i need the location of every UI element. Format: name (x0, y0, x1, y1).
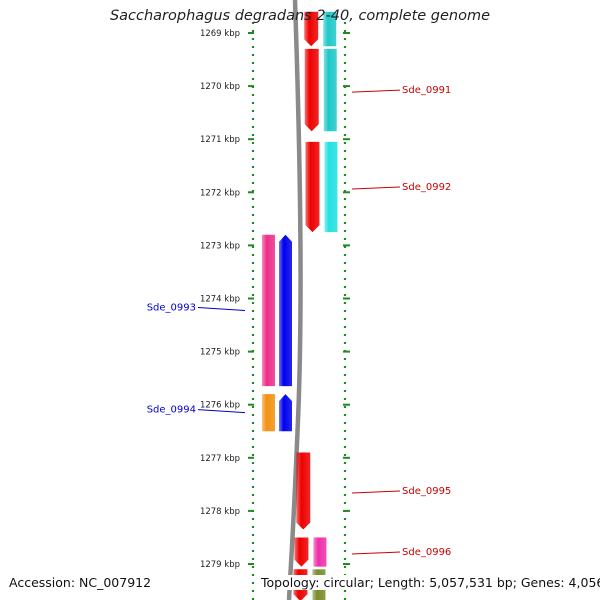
genome-summary-text: Topology: circular; Length: 5,057,531 bp… (261, 575, 600, 590)
page-title: Saccharophagus degradans 2-40, complete … (109, 8, 491, 24)
gene-sde_0993-cog-bar (262, 234, 275, 387)
gene-sde_0993-leader (197, 306, 246, 311)
kbp-tick-label: 1274 kbp (200, 295, 240, 305)
gene-sde_0992-cog-bar (324, 141, 338, 233)
gene-sde_0996-cog-bar (313, 537, 327, 567)
kbp-tick-label: 1272 kbp (200, 188, 240, 198)
gene-sde_0993-label: Sde_0993 (147, 302, 196, 313)
gene-sde_0994-label: Sde_0994 (147, 405, 196, 416)
accession-text: Accession: NC_007912 (9, 575, 152, 590)
gene-sde_0996-leader (351, 551, 401, 555)
kbp-tick-label: 1273 kbp (200, 241, 240, 251)
gene-sde_0991-arrow (304, 48, 319, 132)
gene-sde_0996-arrow (294, 537, 309, 567)
kbp-tick-label: 1279 kbp (200, 560, 240, 570)
gene-sde_0995-arrow (296, 452, 311, 530)
kbp-tick-label: 1269 kbp (200, 29, 240, 39)
gene-sde_0991-cog-bar (323, 48, 337, 132)
gene-sde_0996-label: Sde_0996 (402, 547, 451, 558)
gene-sde_0994-arrow (279, 394, 292, 432)
kbp-tick-label: 1275 kbp (200, 348, 240, 358)
kbp-tick-label: 1277 kbp (200, 454, 240, 464)
gene-sde_0994-leader (197, 409, 246, 414)
kbp-tick-label: 1271 kbp (200, 135, 240, 145)
gene-partial-arrow (304, 11, 319, 47)
gene-sde_0992-arrow (305, 141, 320, 233)
gene-sde_0993-arrow (279, 234, 292, 387)
kbp-tick-label: 1270 kbp (200, 82, 240, 92)
gene-sde_0994-cog-bar (262, 394, 275, 432)
gene-sde_0992-label: Sde_0992 (402, 182, 451, 193)
gene-sde_0991-label: Sde_0991 (402, 85, 451, 96)
kbp-tick-label: 1276 kbp (200, 401, 240, 411)
kbp-tick-label: 1278 kbp (200, 507, 240, 517)
gene-sde_0992-leader (351, 186, 401, 190)
gene-partial-cog-bar (323, 11, 337, 47)
gene-sde_0991-leader (351, 89, 401, 93)
genome-backbone (286, 0, 303, 600)
gene-sde_0995-leader (351, 490, 401, 494)
gene-sde_0995-label: Sde_0995 (402, 486, 451, 497)
